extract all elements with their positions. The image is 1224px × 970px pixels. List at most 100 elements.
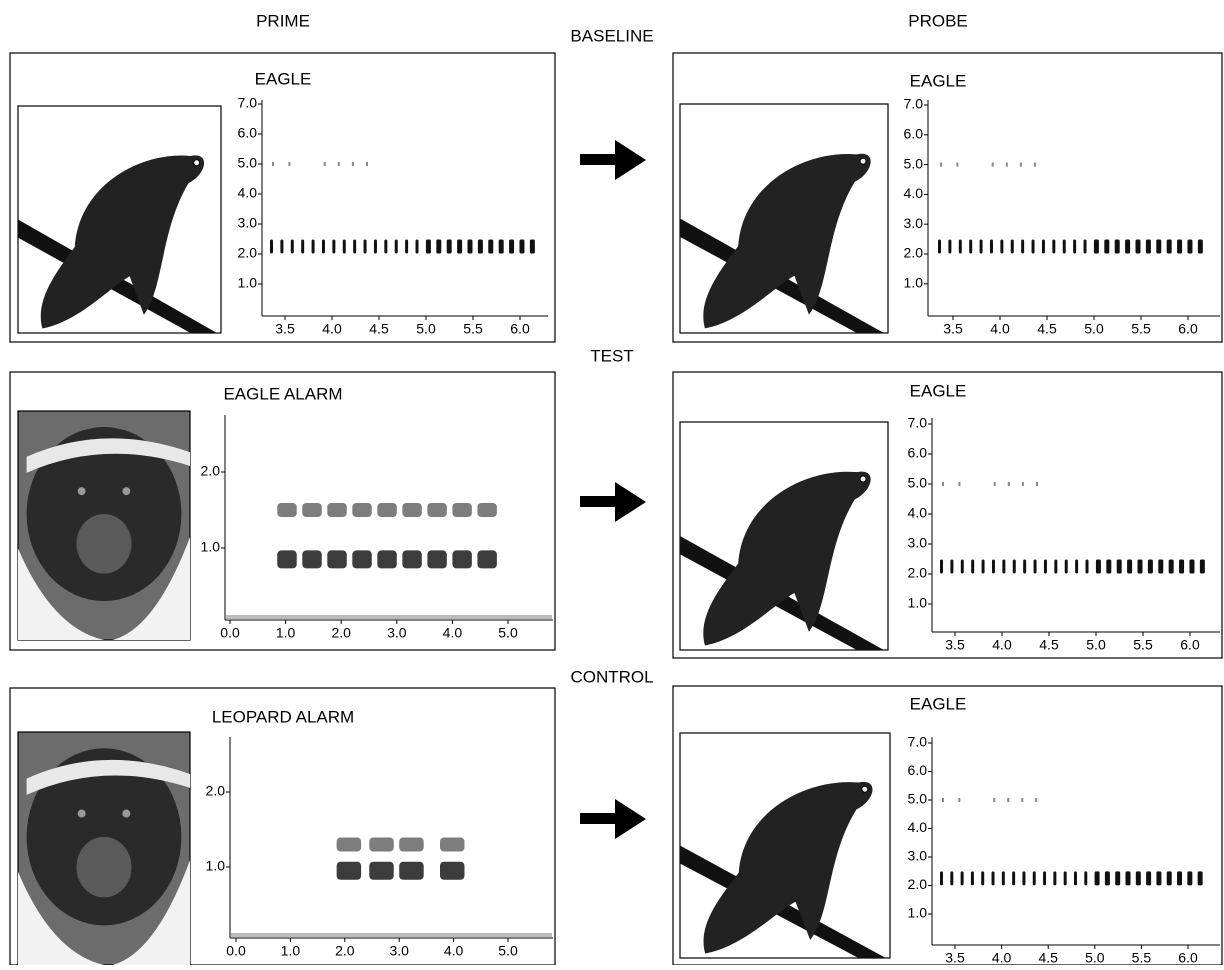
- call-stroke: [982, 560, 985, 574]
- photo: [18, 411, 190, 640]
- y-tick-label: 6.0: [238, 125, 258, 141]
- eagle-eye: [862, 786, 868, 792]
- y-tick-label: 3.0: [904, 215, 924, 231]
- x-tick-label: 4.0: [322, 321, 342, 337]
- call-stroke: [374, 240, 377, 254]
- spectrogram: [226, 503, 552, 619]
- harmonic-dot: [1034, 163, 1036, 167]
- call-stroke: [312, 240, 315, 254]
- monkey-eye: [78, 487, 86, 495]
- call-stroke: [426, 240, 431, 254]
- call-stroke: [1115, 871, 1120, 885]
- call-band: [399, 862, 423, 880]
- call-band: [440, 838, 464, 852]
- call-stroke: [322, 240, 325, 254]
- call-band: [440, 862, 464, 880]
- noise-floor: [226, 615, 552, 619]
- call-band: [452, 550, 471, 568]
- harmonic-dot: [272, 162, 274, 166]
- harmonic-dot: [288, 162, 290, 166]
- x-tick-label: 5.0: [416, 321, 436, 337]
- harmonic-dot: [324, 162, 326, 166]
- call-band: [277, 503, 296, 517]
- call-stroke: [519, 240, 524, 254]
- harmonic-dot: [994, 482, 996, 486]
- y-tick-label: 6.0: [908, 445, 928, 461]
- x-tick-label: 3.0: [389, 943, 409, 959]
- y-tick-label: 2.0: [908, 565, 928, 581]
- call-band: [277, 550, 296, 568]
- call-stroke: [1054, 560, 1057, 574]
- call-stroke: [1063, 240, 1066, 254]
- call-band: [302, 550, 321, 568]
- call-stroke: [950, 871, 953, 885]
- call-stroke: [969, 240, 972, 254]
- call-stroke: [1200, 560, 1205, 574]
- y-tick-label: 5.0: [908, 475, 928, 491]
- call-stroke: [1002, 560, 1005, 574]
- panel: EAGLE7.06.05.04.03.02.01.03.54.04.55.05.…: [10, 53, 555, 342]
- y-tick-label: 4.0: [904, 185, 924, 201]
- call-stroke: [971, 871, 974, 885]
- call-stroke: [1125, 240, 1130, 254]
- x-tick-label: 1.0: [276, 625, 296, 641]
- call-stroke: [1187, 871, 1192, 885]
- panel-title: EAGLE: [910, 381, 967, 400]
- x-tick-label: 6.0: [510, 321, 530, 337]
- section-label: TEST: [590, 346, 633, 365]
- y-tick-label: 6.0: [908, 762, 928, 778]
- call-stroke: [971, 560, 974, 574]
- call-stroke: [1167, 871, 1172, 885]
- call-band: [369, 862, 393, 880]
- y-tick-label: 7.0: [238, 95, 258, 111]
- call-stroke: [1187, 240, 1192, 254]
- x-tick-label: 3.5: [275, 321, 295, 337]
- figure: PRIME PROBE BASELINE TEST CONTROL EAGLE7…: [0, 0, 1224, 965]
- harmonic-dot: [338, 162, 340, 166]
- spectrogram: [940, 482, 1205, 574]
- call-stroke: [488, 240, 493, 254]
- call-band: [402, 503, 421, 517]
- harmonic-dot: [940, 163, 942, 167]
- y-tick-label: 2.0: [201, 463, 221, 479]
- call-stroke: [1000, 240, 1003, 254]
- call-stroke: [990, 240, 993, 254]
- eagle-eye: [860, 158, 866, 164]
- y-tick-label: 5.0: [238, 155, 258, 171]
- call-stroke: [992, 560, 995, 574]
- harmonic-dot: [993, 798, 995, 802]
- x-tick-label: 4.0: [443, 625, 463, 641]
- y-tick-label: 7.0: [908, 734, 928, 750]
- call-stroke: [1075, 560, 1078, 574]
- call-band: [399, 838, 423, 852]
- y-tick-label: 1.0: [201, 539, 221, 555]
- arrow: [580, 140, 646, 839]
- monkey-muzzle: [76, 837, 131, 898]
- call-stroke: [1106, 560, 1111, 574]
- call-stroke: [1158, 560, 1163, 574]
- call-stroke: [291, 240, 294, 254]
- call-stroke: [1084, 871, 1087, 885]
- call-stroke: [1011, 240, 1014, 254]
- y-tick-label: 2.0: [238, 245, 258, 261]
- panel-title: EAGLE: [255, 69, 312, 88]
- call-stroke: [938, 240, 941, 254]
- call-stroke: [992, 871, 995, 885]
- call-stroke: [1169, 560, 1174, 574]
- eagle-eye: [194, 160, 200, 166]
- call-band: [452, 503, 471, 517]
- x-tick-label: 4.5: [1038, 950, 1058, 965]
- call-band: [337, 862, 361, 880]
- call-stroke: [1052, 240, 1055, 254]
- spectrogram: [270, 162, 535, 254]
- photo: [680, 104, 888, 333]
- harmonic-dot: [1007, 798, 1009, 802]
- call-stroke: [1198, 871, 1203, 885]
- x-tick-label: 3.5: [943, 321, 963, 337]
- call-stroke: [1177, 871, 1182, 885]
- x-tick-label: 4.5: [369, 321, 389, 337]
- call-stroke: [1096, 560, 1101, 574]
- call-stroke: [1105, 871, 1110, 885]
- y-tick-label: 5.0: [904, 155, 924, 171]
